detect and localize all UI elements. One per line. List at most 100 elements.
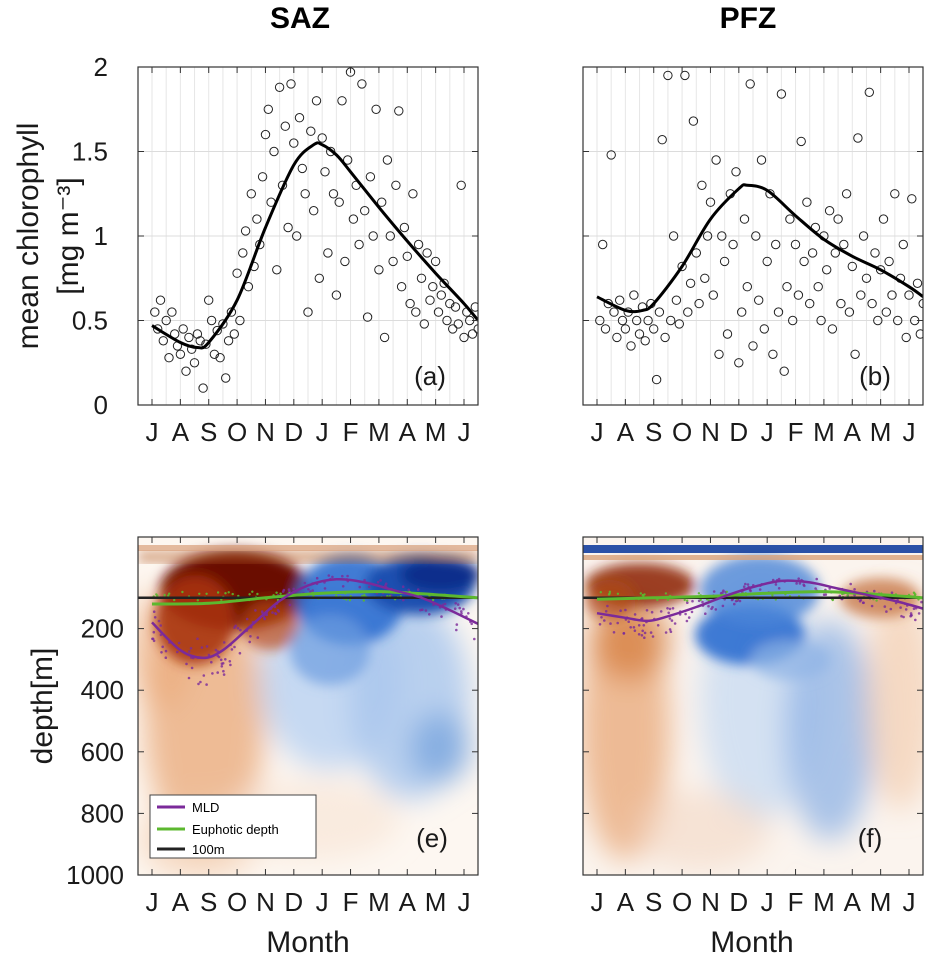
euphotic-point [231, 592, 234, 596]
scatter-point [433, 307, 444, 317]
scatter-point [827, 324, 838, 334]
scatter-point [606, 150, 616, 160]
scatter-point [649, 324, 659, 334]
scatter-point [654, 307, 665, 317]
scatter-point [343, 155, 353, 165]
mld-point [303, 581, 307, 585]
panel-b-points [595, 70, 923, 385]
mld-point [187, 676, 191, 680]
x-tick-label: J [146, 417, 159, 447]
scatter-point [252, 214, 262, 224]
scatter-point [748, 341, 758, 351]
scatter-point [187, 344, 197, 354]
scatter-point [632, 315, 642, 326]
mld-point [690, 610, 694, 614]
mld-point [281, 590, 285, 593]
scatter-point [158, 336, 169, 346]
scatter-point [155, 295, 166, 305]
scatter-point [309, 206, 319, 216]
scatter-point [189, 358, 200, 368]
euphotic-point [725, 590, 729, 593]
scatter-point [413, 239, 424, 250]
scatter-point [448, 324, 458, 334]
y-tick-label: 600 [81, 737, 124, 767]
mld-point [749, 589, 752, 593]
legend-label-euphotic: Euphotic depth [192, 822, 279, 837]
scatter-point [391, 180, 401, 191]
scatter-point [722, 329, 733, 339]
mld-point [904, 608, 908, 611]
scatter-point [223, 336, 234, 346]
mld-point [456, 603, 460, 606]
scatter-point [402, 251, 412, 261]
scatter-point [323, 248, 333, 258]
mld-point [159, 624, 162, 627]
mld-point [669, 630, 673, 633]
mld-point [742, 585, 746, 588]
mld-point [187, 650, 191, 653]
x-tick-label: N [701, 887, 720, 917]
mld-point [249, 635, 252, 638]
mld-point [650, 610, 654, 614]
mld-point [460, 610, 463, 613]
scatter-point [813, 282, 823, 292]
mld-point [641, 629, 644, 633]
scatter-point [450, 302, 461, 312]
y-axis-label-units: [mg m⁻³] [52, 177, 85, 295]
scatter-point [702, 231, 713, 241]
scatter-point [688, 116, 699, 126]
x-tick-label: J [761, 417, 774, 447]
scatter-point [734, 358, 744, 368]
scatter-point [912, 278, 923, 288]
scatter-point [385, 231, 395, 241]
scatter-point [238, 248, 248, 258]
scatter-point [445, 298, 455, 309]
mld-point [643, 636, 646, 639]
x-tick-label: S [645, 887, 662, 917]
scatter-point [620, 324, 631, 334]
mld-point [629, 626, 632, 629]
scatter-point [280, 121, 290, 131]
scatter-point [918, 298, 923, 309]
scatter-point [206, 315, 217, 326]
scatter-point [705, 197, 716, 207]
euphotic-point [664, 592, 668, 595]
scatter-point [629, 290, 639, 300]
x-tick-label: D [729, 887, 748, 917]
scatter-point [830, 248, 840, 258]
scatter-point [615, 295, 625, 305]
scatter-point [711, 155, 721, 165]
mld-point [710, 607, 713, 611]
x-tick-label: S [200, 887, 217, 917]
mld-point [263, 617, 267, 621]
mld-point [909, 614, 912, 618]
mld-point [671, 607, 675, 610]
mld-point [363, 578, 366, 582]
y-tick-label: 2 [94, 52, 108, 82]
euphotic-point [163, 593, 166, 597]
scatter-point [600, 324, 611, 334]
scatter-point [793, 290, 804, 300]
scatter-point [362, 312, 373, 322]
x-tick-label: S [645, 417, 662, 447]
mld-point [890, 591, 894, 594]
x-tick-label: D [284, 887, 303, 917]
mld-point [407, 588, 411, 592]
scatter-point [609, 307, 619, 317]
mld-point [256, 636, 260, 639]
mld-point [224, 658, 227, 661]
scatter-point [167, 307, 177, 317]
mld-point [899, 606, 902, 609]
mld-point [746, 583, 750, 586]
x-axis-label-f: Month [710, 926, 793, 959]
x-tick-label: J [146, 887, 159, 917]
mld-point [744, 582, 747, 586]
euphotic-point [220, 598, 223, 601]
x-tick-label: F [788, 887, 804, 917]
scatter-point [759, 324, 769, 334]
scatter-point [612, 332, 622, 343]
euphotic-point [168, 592, 171, 595]
mld-point [199, 680, 202, 684]
euphotic-point [771, 594, 774, 597]
